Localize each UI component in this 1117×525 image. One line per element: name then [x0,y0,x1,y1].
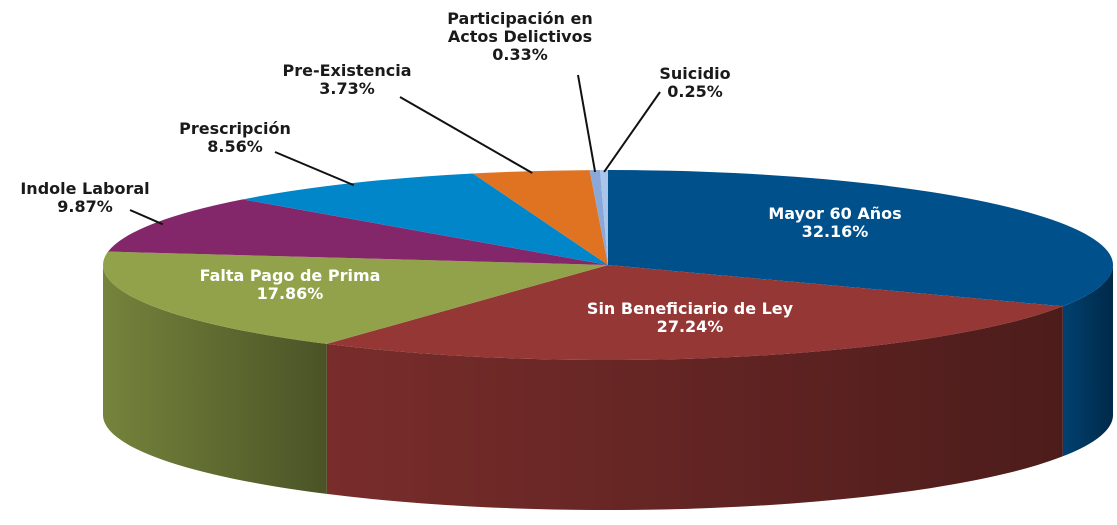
side-shade [103,265,327,494]
data-label: Participación en Actos Delictivos 0.33% [425,10,615,64]
leader-line [399,96,533,174]
pie-slice [102,251,608,344]
value-label: 9.87% [57,197,113,216]
data-label: Prescripción 8.56% [179,120,291,156]
pie-slice [242,173,608,265]
value-label: 27.24% [656,317,724,336]
category-label: Sin Beneficiario de Ley [586,299,794,318]
pie-slice [472,170,608,265]
value-label: 17.86% [256,284,324,303]
leader-line [274,151,355,187]
category-label: Prescripción [179,119,291,138]
data-label: Mayor 60 Años 32.16% [768,205,901,241]
pie-slice [589,170,608,265]
pie-slice [608,170,1114,307]
data-label: Sin Beneficiario de Ley 27.24% [587,300,793,336]
value-label: 0.33% [492,45,548,64]
leader-line [603,91,661,173]
pie-slice [108,199,609,265]
side-shade [326,306,1063,511]
category-label: Pre-Existencia [282,61,412,80]
value-label: 8.56% [207,137,263,156]
data-label: Indole Laboral 9.87% [20,180,149,216]
category-label: Suicidio [659,64,731,83]
value-label: 0.25% [667,82,723,101]
category-label: Falta Pago de Prima [199,266,381,285]
leader-line [129,209,164,226]
value-label: 3.73% [319,79,375,98]
category-label: Mayor 60 Años [768,204,902,223]
side-shade [1062,265,1113,457]
data-label: Falta Pago de Prima 17.86% [200,267,381,303]
data-label: Pre-Existencia 3.73% [282,62,411,98]
pie-slice [600,170,608,265]
data-label: Suicidio 0.25% [659,65,730,101]
pie-slice [326,265,1063,360]
leader-line [577,74,597,173]
value-label: 32.16% [801,222,869,241]
category-label: Indole Laboral [20,179,150,198]
category-label: Participación en Actos Delictivos [447,9,593,46]
